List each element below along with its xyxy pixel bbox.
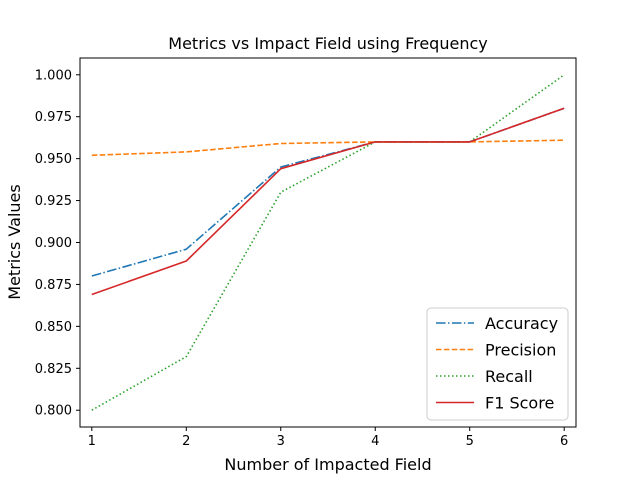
- x-axis: 1 2 3 4 5 6: [88, 427, 568, 449]
- legend-label-recall: Recall: [485, 367, 533, 386]
- x-tick-label: 3: [277, 434, 285, 449]
- y-tick-label: 0.950: [35, 152, 72, 167]
- legend-box: [426, 307, 569, 421]
- plot-area: [91, 74, 565, 411]
- y-tick-label: 0.800: [35, 404, 72, 419]
- x-tick-label: 4: [371, 434, 379, 449]
- legend-label-f1-score: F1 Score: [485, 394, 554, 413]
- x-tick-label: 5: [466, 434, 474, 449]
- legend-label-precision: Precision: [485, 341, 556, 360]
- y-tick-label: 1.000: [35, 68, 72, 83]
- x-axis-label: Number of Impacted Field: [224, 455, 431, 474]
- series-line-precision: [91, 139, 565, 157]
- y-tick-label: 0.825: [35, 362, 72, 377]
- y-tick-label: 0.900: [35, 236, 72, 251]
- legend: Accuracy Precision Recall F1 Score: [426, 307, 569, 421]
- y-tick-label: 0.975: [35, 110, 72, 125]
- legend-label-accuracy: Accuracy: [485, 314, 558, 333]
- x-tick-label: 1: [88, 434, 96, 449]
- x-tick-label: 6: [560, 434, 568, 449]
- y-tick-label: 0.850: [35, 320, 72, 335]
- y-tick-label: 0.925: [35, 194, 72, 209]
- y-axis: 0.800 0.825 0.850 0.875 0.900 0.925 0.950 0.975…: [35, 68, 80, 419]
- chart-title: Metrics vs Impact Field using Frequency: [168, 34, 487, 53]
- y-axis-label: Metrics Values: [5, 184, 24, 299]
- x-tick-label: 2: [182, 434, 190, 449]
- series-line-f1-score: [91, 107, 565, 296]
- y-tick-label: 0.875: [35, 278, 72, 293]
